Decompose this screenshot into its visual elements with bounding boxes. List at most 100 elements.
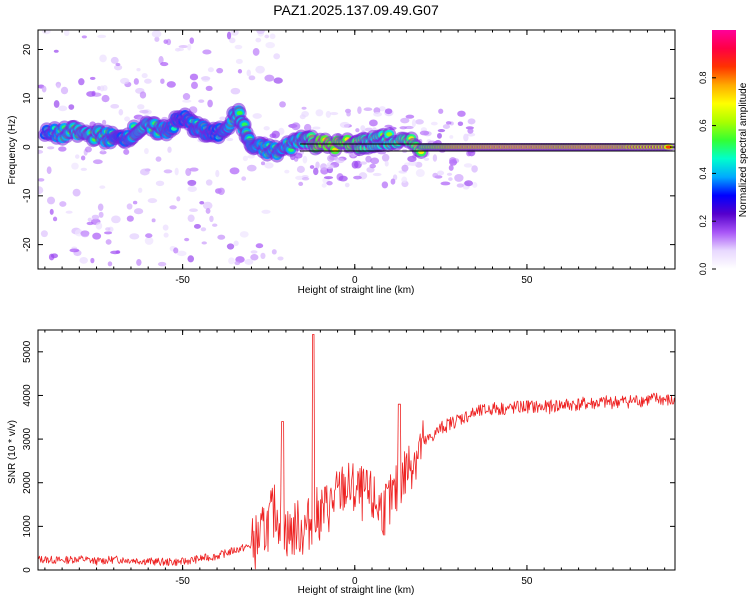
spectrogram-noise-speckle	[315, 109, 324, 117]
spectrogram-frame	[37, 29, 676, 270]
spectrogram-noise-speckle	[320, 163, 328, 171]
spectrogram-noise-speckle	[79, 257, 89, 264]
spectrogram-noise-speckle	[50, 253, 59, 259]
spectrogram-noise-speckle	[139, 168, 150, 176]
spectrogram-noise-speckle	[154, 36, 160, 42]
snr-y-tick-label: 2000	[22, 471, 33, 494]
spectrogram-noise-speckle	[81, 35, 87, 39]
spectrogram-noise-speckle	[277, 256, 284, 261]
spectrogram-noise-speckle	[234, 260, 241, 266]
spectrogram-noise-speckle	[53, 49, 59, 53]
spectrogram-core	[236, 110, 243, 116]
spectrogram-noise-speckle	[359, 161, 367, 165]
spectrogram-x-axis: -50 0 50	[44, 30, 666, 286]
spectrogram-noise-speckle	[207, 99, 213, 108]
spectrogram-noise-speckle	[448, 177, 453, 181]
spectrogram-noise-speckle	[184, 237, 190, 242]
spectrogram-noise-speckle	[369, 119, 378, 127]
spectrogram-noise-speckle	[365, 155, 372, 163]
spectrogram-noise-speckle	[228, 257, 235, 265]
spectrogram-noise-speckle	[99, 85, 105, 92]
spectrogram-noise-speckle	[241, 176, 247, 181]
spectrogram-noise-speckle	[139, 91, 147, 99]
spectrogram-noise-speckle	[239, 231, 249, 238]
spectrogram-noise-speckle	[399, 126, 408, 130]
spectrogram-noise-speckle	[471, 165, 478, 173]
spectrogram-noise-speckle	[226, 243, 235, 250]
spectrogram-noise-speckle	[118, 108, 124, 116]
spectrogram-y-tick-label: -20	[22, 237, 33, 252]
snr-y-tick-label: 5000	[22, 340, 33, 363]
spectrogram-noise-speckle	[207, 67, 214, 73]
spectrogram-noise-speckle	[46, 166, 52, 175]
snr-background	[38, 330, 675, 570]
spectrogram-noise-speckle	[97, 203, 104, 211]
spectrogram-noise-speckle	[355, 128, 360, 133]
spectrogram-noise-speckle	[263, 126, 270, 131]
spectrogram-noise-speckle	[233, 240, 239, 247]
spectrogram-noise-speckle	[187, 185, 197, 193]
snr-x-axis-label: Height of straight line (km)	[298, 585, 415, 596]
spectrogram-noise-speckle	[415, 119, 424, 125]
spectrogram-noise-speckle	[202, 49, 212, 55]
snr-frame	[37, 329, 676, 571]
spectrogram-noise-speckle	[69, 248, 80, 253]
spectrogram-noise-speckle	[438, 108, 444, 114]
spectrogram-noise-speckle	[189, 37, 194, 44]
spectrogram-noise-speckle	[346, 111, 351, 117]
spectrogram-noise-speckle	[41, 85, 47, 93]
spectrogram-noise-speckle	[247, 155, 255, 159]
spectrogram-noise-speckle	[373, 111, 382, 117]
spectrogram-noise-speckle	[430, 121, 438, 126]
spectrogram-noise-speckle	[363, 107, 373, 112]
spectrogram-noise-speckle	[173, 247, 179, 254]
spectrogram-noise-speckle	[169, 205, 177, 210]
spectrogram-noise-speckle	[344, 182, 350, 188]
spectrogram-noise-speckle	[80, 167, 88, 171]
spectrogram-noise-speckle	[65, 210, 73, 214]
spectrogram-noise-speckle	[81, 232, 89, 238]
spectrogram-panel: -50 0 50 -20 -10 0 10 20 Height of straight li…	[7, 29, 676, 296]
spectrogram-noise-speckle	[185, 168, 192, 176]
spectrogram-noise-speckle	[59, 201, 67, 207]
spectrogram-noise-speckle	[78, 78, 85, 86]
colorbar-ticks: 0.0 0.2 0.4 0.6 0.8	[698, 72, 716, 275]
spectrogram-noise-speckle	[123, 148, 130, 155]
spectrogram-noise-speckle	[60, 86, 69, 95]
spectrogram-noise-speckle	[228, 37, 236, 44]
spectrogram-noise-speckle	[155, 156, 162, 162]
spectrogram-noise-speckle	[339, 121, 350, 129]
spectrogram-noise-speckle	[105, 227, 111, 231]
spectrogram-noise-speckle	[246, 164, 257, 172]
spectrogram-noise-speckle	[56, 83, 61, 89]
spectrogram-noise-speckle	[193, 223, 201, 229]
spectrogram-noise-speckle	[97, 34, 107, 39]
spectrogram-noise-speckle	[335, 157, 345, 164]
spectrogram-noise-speckle	[189, 208, 198, 213]
spectrogram-noise-speckle	[445, 121, 452, 125]
spectrogram-noise-speckle	[464, 180, 473, 187]
spectrogram-noise-speckle	[126, 215, 134, 222]
spectrogram-noise-speckle	[129, 233, 140, 240]
spectrogram-noise-speckle	[86, 91, 96, 97]
spectrogram-noise-speckle	[400, 117, 410, 124]
spectrogram-noise-speckle	[217, 234, 226, 240]
spectrogram-noise-speckle	[250, 250, 258, 254]
spectrogram-noise-speckle	[133, 78, 139, 85]
spectrogram-noise-speckle	[115, 250, 121, 254]
snr-x-tick-label: 0	[352, 576, 358, 587]
spectrogram-noise-speckle	[419, 130, 430, 136]
spectrogram-noise-speckle	[126, 203, 133, 210]
spectrogram-noise-speckle	[113, 64, 123, 71]
spectrogram-noise-speckle	[63, 30, 70, 37]
spectrogram-noise-speckle	[151, 30, 162, 38]
spectrogram-noise-speckle	[115, 62, 121, 67]
spectrogram-noise-speckle	[105, 239, 112, 245]
spectrogram-noise-speckle	[229, 167, 240, 175]
spectrogram-noise-speckle	[124, 116, 130, 122]
spectrogram-noise-speckle	[255, 37, 262, 43]
spectrogram-noise-speckle	[260, 161, 266, 166]
spectrogram-noise-speckle	[264, 74, 275, 82]
